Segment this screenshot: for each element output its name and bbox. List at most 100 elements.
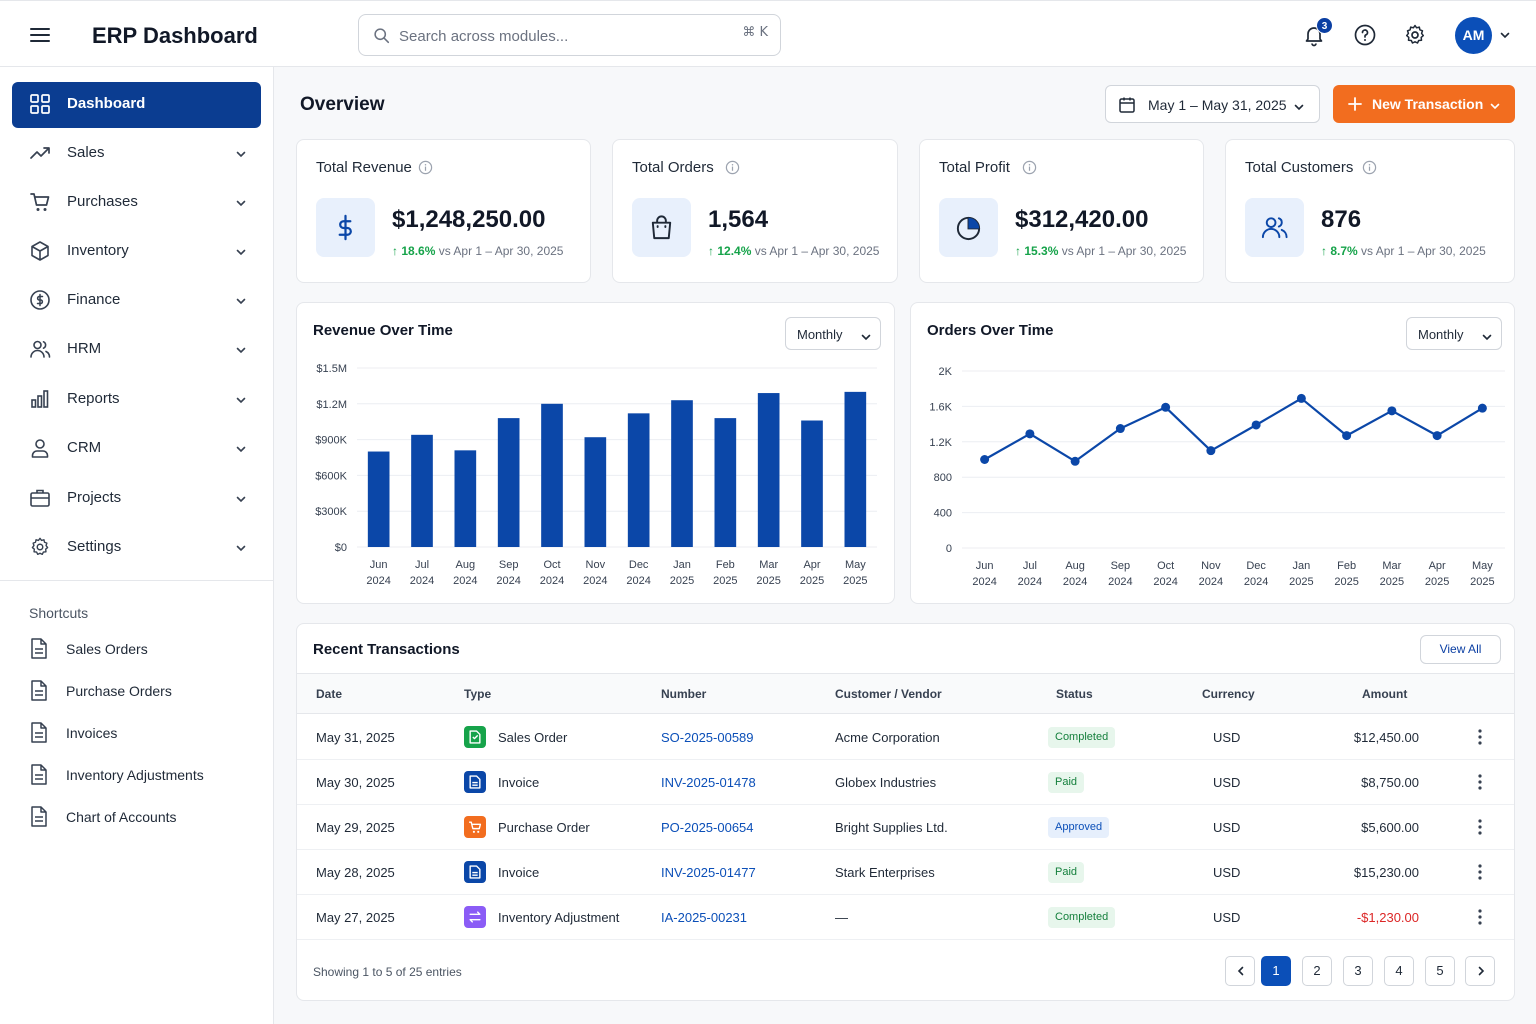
sidebar: Dashboard Sales Purchases Inventory Fina… [0, 67, 274, 1024]
info-icon[interactable] [418, 160, 433, 175]
cell-date: May 29, 2025 [316, 820, 395, 835]
search-box[interactable]: ⌘ K [358, 14, 781, 56]
search-shortcut-hint: ⌘ K [742, 25, 768, 40]
more-options-icon[interactable] [1477, 728, 1483, 746]
document-icon [30, 638, 48, 659]
adjustment-icon [464, 906, 486, 928]
pagination-page-1[interactable]: 1 [1261, 956, 1291, 986]
column-header-type[interactable]: Type [464, 687, 492, 701]
table-row[interactable]: May 27, 2025 Inventory Adjustment IA-2025-… [297, 895, 1514, 940]
cell-number-link[interactable]: SO-2025-00589 [661, 730, 754, 745]
kpi-value: 876 [1321, 206, 1362, 233]
pagination-page-4[interactable]: 4 [1384, 956, 1414, 986]
column-header-date[interactable]: Date [316, 687, 343, 701]
more-options-icon[interactable] [1477, 818, 1483, 836]
bar [844, 391, 867, 547]
avatar[interactable]: AM [1455, 17, 1492, 54]
purchase-order-icon [464, 816, 486, 838]
shortcut-label: Inventory Adjustments [66, 767, 204, 783]
sidebar-item-label: Settings [67, 538, 122, 555]
info-icon[interactable] [725, 160, 740, 175]
document-icon [30, 680, 48, 701]
shortcut-chart-of-accounts[interactable]: Chart of Accounts [28, 802, 258, 832]
x-tick-label: Sep [499, 559, 519, 571]
sidebar-item-finance[interactable]: Finance [12, 278, 261, 324]
cell-number-link[interactable]: INV-2025-01478 [661, 775, 756, 790]
sidebar-item-label: Projects [67, 489, 122, 506]
table-row[interactable]: May 28, 2025 Invoice INV-2025-01477 Stark E… [297, 850, 1514, 895]
document-icon [30, 722, 48, 743]
column-header-currency[interactable]: Currency [1202, 687, 1255, 701]
more-options-icon[interactable] [1477, 863, 1483, 881]
view-all-button[interactable]: View All [1420, 635, 1501, 664]
info-icon[interactable] [1362, 160, 1377, 175]
sidebar-item-projects[interactable]: Projects [12, 476, 261, 522]
x-tick-label: 2025 [1380, 576, 1404, 588]
column-header-status[interactable]: Status [1056, 687, 1093, 701]
x-tick-label: 2025 [1289, 576, 1313, 588]
kpi-card-total-orders: Total Orders 1,564 ↑ 12.4% vs Apr 1 – Ap… [612, 139, 898, 283]
bar [671, 400, 693, 547]
column-header-customer-vendor[interactable]: Customer / Vendor [835, 687, 942, 701]
search-input[interactable] [399, 24, 699, 48]
table-row[interactable]: May 30, 2025 Invoice INV-2025-01478 Globex … [297, 760, 1514, 805]
bar [801, 420, 823, 547]
kpi-delta-value: 12.4% [717, 244, 752, 258]
kpi-compare: vs Apr 1 – Apr 30, 2025 [754, 244, 880, 258]
sidebar-item-hrm[interactable]: HRM [12, 327, 261, 373]
pagination-prev-button[interactable] [1225, 956, 1255, 986]
cell-number-link[interactable]: IA-2025-00231 [661, 910, 748, 925]
orders-period-select[interactable]: Monthly [1406, 317, 1502, 350]
sidebar-item-crm[interactable]: CRM [12, 426, 261, 472]
shortcut-purchase-orders[interactable]: Purchase Orders [28, 676, 258, 706]
column-header-amount[interactable]: Amount [1362, 687, 1408, 701]
bar [367, 451, 390, 547]
x-tick-label: 2024 [972, 576, 996, 588]
select-value: Monthly [1418, 327, 1464, 342]
column-header-number[interactable]: Number [661, 687, 707, 701]
pagination-page-3[interactable]: 3 [1343, 956, 1373, 986]
x-tick-label: 2024 [453, 575, 477, 587]
x-tick-label: Aug [1065, 560, 1085, 572]
y-tick-label: 1.6K [929, 401, 952, 413]
pagination-page-5[interactable]: 5 [1425, 956, 1455, 986]
invoice-icon [464, 771, 486, 793]
shortcut-sales-orders[interactable]: Sales Orders [28, 634, 258, 664]
y-tick-label: 400 [934, 508, 952, 520]
kpi-title: Total Customers [1245, 159, 1354, 176]
shortcut-inventory-adjustments[interactable]: Inventory Adjustments [28, 760, 258, 790]
y-tick-label: 800 [934, 472, 952, 484]
pagination-next-button[interactable] [1465, 956, 1495, 986]
sidebar-item-reports[interactable]: Reports [12, 377, 261, 423]
sidebar-item-dashboard[interactable]: Dashboard [12, 82, 261, 128]
more-options-icon[interactable] [1477, 773, 1483, 791]
pagination-page-2[interactable]: 2 [1302, 956, 1332, 986]
more-options-icon[interactable] [1477, 908, 1483, 926]
cell-type: Inventory Adjustment [498, 910, 620, 925]
invoice-icon [464, 861, 486, 883]
sidebar-item-inventory[interactable]: Inventory [12, 229, 261, 275]
new-transaction-button[interactable]: New Transaction [1333, 85, 1515, 123]
x-tick-label: Aug [456, 559, 476, 571]
table-row[interactable]: May 29, 2025 Purchase Order PO-2025-00654 B… [297, 805, 1514, 850]
sidebar-item-sales[interactable]: Sales [12, 131, 261, 177]
shortcut-invoices[interactable]: Invoices [28, 718, 258, 748]
info-icon[interactable] [1022, 160, 1037, 175]
sidebar-item-purchases[interactable]: Purchases [12, 180, 261, 226]
hamburger-menu-icon[interactable] [28, 23, 52, 47]
sales-order-icon [464, 726, 486, 748]
sidebar-item-settings[interactable]: Settings [12, 525, 261, 571]
gear-icon[interactable] [1403, 23, 1427, 47]
help-icon[interactable] [1353, 23, 1377, 47]
chevron-down-icon[interactable] [1499, 29, 1511, 41]
cell-number-link[interactable]: INV-2025-01477 [661, 865, 756, 880]
date-range-picker[interactable]: May 1 – May 31, 2025 [1105, 85, 1320, 123]
bar [757, 393, 780, 547]
revenue-period-select[interactable]: Monthly [785, 317, 881, 350]
chevron-down-icon [235, 542, 247, 554]
status-badge: Approved [1048, 817, 1110, 838]
cell-number-link[interactable]: PO-2025-00654 [661, 820, 754, 835]
bar [627, 413, 650, 547]
table-row[interactable]: May 31, 2025 Sales Order SO-2025-00589 Acme… [297, 715, 1514, 760]
x-tick-label: Nov [1201, 560, 1221, 572]
